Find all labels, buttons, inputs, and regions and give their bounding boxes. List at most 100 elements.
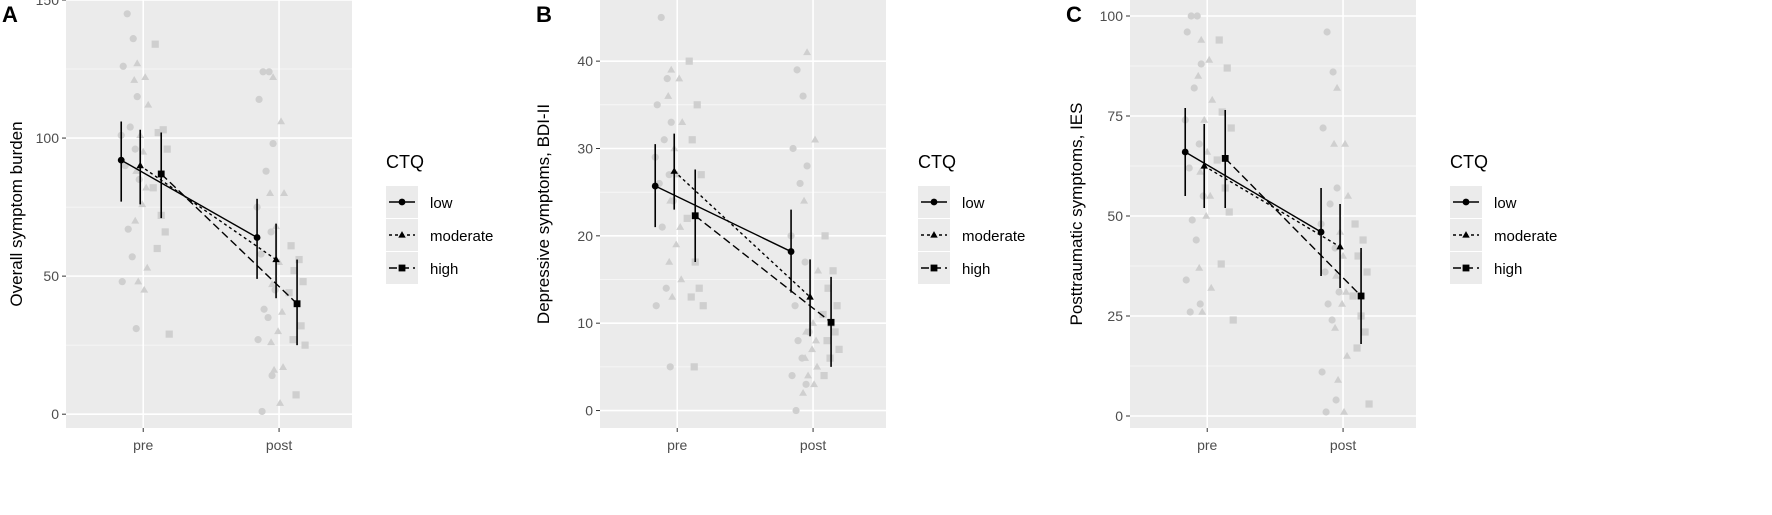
- plot-background: [1130, 0, 1416, 428]
- raw-data-point: [290, 267, 298, 275]
- y-axis-title: Posttraumatic symptoms, IES: [1067, 103, 1086, 326]
- raw-data-point: [663, 75, 671, 83]
- raw-data-point: [142, 183, 151, 191]
- raw-data-point: [799, 92, 807, 100]
- raw-data-point: [271, 286, 279, 294]
- raw-data-point: [1342, 287, 1351, 295]
- mean-point-moderate: [272, 255, 280, 263]
- raw-data-point: [1335, 288, 1343, 296]
- raw-data-point: [1207, 283, 1216, 291]
- y-axis-title: Overall symptom burden: [7, 121, 26, 306]
- legend-item-label: high: [1494, 261, 1522, 278]
- x-tick-label: post: [1330, 437, 1357, 453]
- raw-data-point: [1354, 252, 1362, 260]
- raw-data-point: [270, 365, 279, 373]
- raw-data-point: [1322, 408, 1330, 416]
- raw-data-point: [1196, 300, 1204, 308]
- legend-item-label: moderate: [430, 228, 493, 245]
- raw-data-point: [289, 336, 297, 344]
- raw-data-point: [131, 145, 139, 153]
- legend-key-marker: [930, 198, 938, 206]
- raw-data-point: [292, 391, 300, 399]
- raw-data-point: [1190, 84, 1198, 92]
- raw-data-point: [119, 62, 127, 70]
- raw-data-point: [276, 399, 285, 406]
- raw-data-point: [1182, 276, 1190, 284]
- chart-panel-b: 0 10 20 30 40 pre post Depressive symptoms, BDI…: [534, 0, 1025, 453]
- raw-data-point: [151, 40, 159, 48]
- raw-data-point: [1205, 55, 1214, 63]
- raw-data-point: [1344, 191, 1353, 199]
- mean-point-high: [827, 318, 835, 326]
- raw-data-point: [665, 257, 674, 265]
- raw-data-point: [1319, 124, 1327, 132]
- legend: CTQ low moderate high: [386, 152, 493, 284]
- raw-data-point: [118, 278, 126, 286]
- chart-panel-a: 0 50 100 150 pre post Overall symptom burden A C…: [2, 0, 493, 453]
- raw-data-point: [265, 68, 273, 76]
- raw-data-point: [812, 336, 821, 344]
- raw-data-point: [792, 406, 800, 415]
- legend-item-label: low: [1494, 195, 1517, 212]
- raw-data-point: [133, 93, 141, 101]
- raw-data-point: [672, 240, 681, 248]
- legend-item-label: high: [962, 261, 990, 278]
- raw-data-point: [301, 341, 309, 349]
- raw-data-point: [159, 126, 167, 134]
- raw-data-point: [662, 284, 670, 292]
- raw-data-point: [835, 345, 843, 353]
- raw-data-point: [1197, 35, 1206, 43]
- raw-data-point: [287, 242, 295, 250]
- raw-data-point: [821, 232, 829, 240]
- raw-data-point: [1202, 211, 1211, 219]
- raw-data-point: [1329, 68, 1337, 76]
- raw-data-point: [804, 371, 813, 379]
- legend-title: CTQ: [918, 152, 956, 172]
- raw-data-point: [267, 228, 275, 236]
- raw-data-point: [165, 330, 173, 338]
- raw-data-point: [268, 371, 276, 380]
- raw-data-point: [153, 244, 161, 253]
- raw-data-point: [1359, 236, 1367, 244]
- raw-data-point: [803, 48, 812, 56]
- mean-point-moderate: [806, 293, 814, 300]
- raw-data-point: [793, 66, 801, 74]
- y-tick-label: 20: [577, 228, 593, 244]
- raw-data-point: [788, 371, 796, 380]
- y-tick-label: 50: [1107, 208, 1123, 224]
- y-tick-label: 30: [577, 140, 593, 156]
- raw-data-point: [652, 302, 660, 310]
- raw-data-point: [808, 345, 817, 353]
- raw-data-point: [123, 10, 131, 18]
- mean-point-high: [691, 212, 699, 220]
- raw-data-point: [1328, 316, 1336, 324]
- raw-data-point: [1195, 140, 1203, 148]
- mean-point-moderate: [1200, 162, 1208, 169]
- raw-data-point: [254, 336, 262, 344]
- raw-data-point: [831, 328, 839, 336]
- legend-item-label: high: [430, 261, 458, 278]
- raw-data-point: [1323, 28, 1331, 36]
- raw-data-point: [278, 307, 287, 315]
- raw-data-point: [699, 302, 707, 310]
- mean-point-low: [1317, 228, 1325, 236]
- raw-data-point: [1199, 192, 1207, 200]
- raw-data-point: [1227, 124, 1235, 132]
- raw-data-point: [1195, 263, 1204, 271]
- y-tick-label: 0: [585, 403, 593, 419]
- raw-data-point: [660, 136, 668, 144]
- raw-data-point: [666, 196, 675, 204]
- raw-data-point: [1213, 156, 1221, 164]
- x-tick-label: pre: [133, 437, 153, 453]
- legend-key-marker: [398, 264, 406, 272]
- legend-key-marker: [1462, 231, 1470, 238]
- raw-data-point: [666, 363, 674, 371]
- raw-data-point: [697, 171, 705, 179]
- raw-data-point: [800, 196, 809, 204]
- x-tick-label: post: [266, 437, 293, 453]
- raw-data-point: [154, 128, 162, 137]
- raw-data-point: [277, 117, 286, 125]
- raw-data-point: [789, 144, 797, 153]
- raw-data-point: [297, 322, 305, 330]
